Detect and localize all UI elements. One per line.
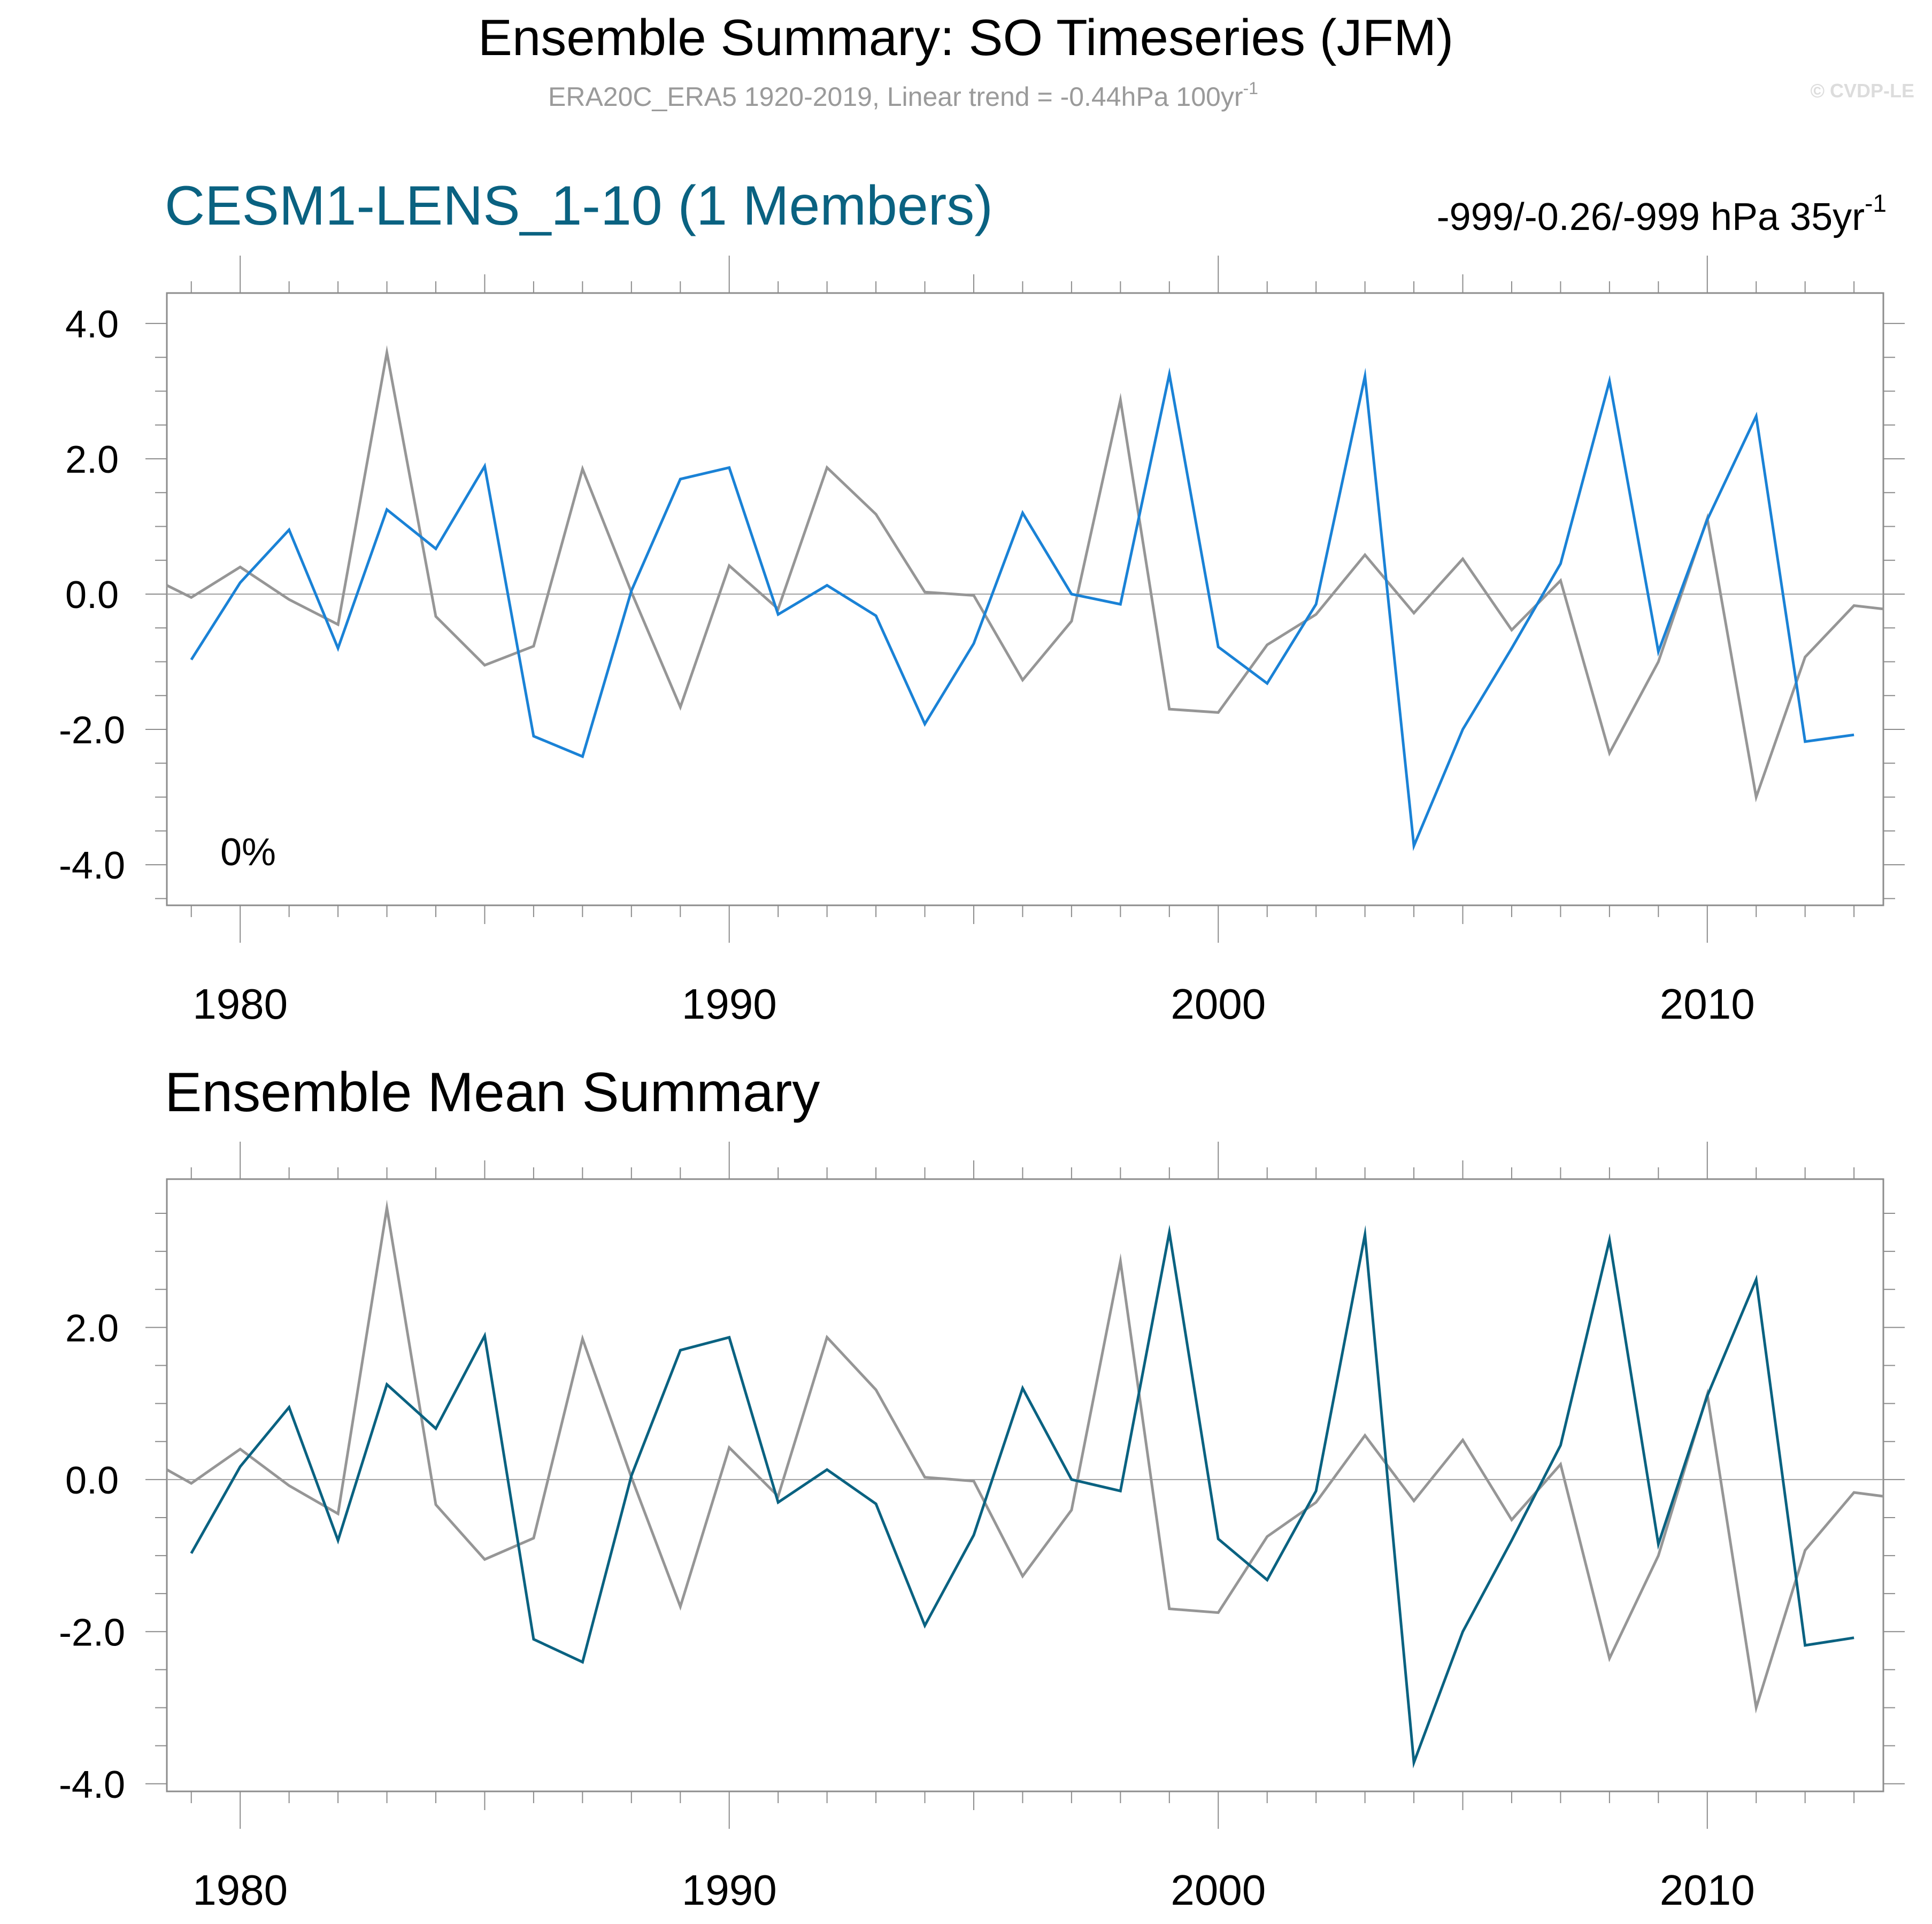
- series-line-member: [190, 367, 1854, 851]
- panel1-trend-sup: -1: [1865, 189, 1887, 217]
- x-tick-label: 2010: [1660, 1866, 1755, 1914]
- y-tick-label: -4.0: [59, 844, 125, 887]
- x-tick-label: 1990: [682, 1866, 777, 1914]
- y-tick-label: 2.0: [65, 438, 119, 481]
- x-tick-label: 2010: [1660, 980, 1755, 1028]
- y-tick-label: 2.0: [65, 1307, 119, 1350]
- x-tick-label: 2000: [1171, 1866, 1266, 1914]
- y-tick-label: -4.0: [59, 1764, 125, 1806]
- x-tick-label: 1980: [193, 1866, 288, 1914]
- figure-title: Ensemble Summary: SO Timeseries (JFM): [478, 9, 1453, 66]
- subtitle-sup: -1: [1243, 79, 1258, 98]
- subtitle-text: ERA20C_ERA5 1920-2019, Linear trend = -0…: [548, 82, 1243, 112]
- x-tick-label: 1990: [682, 980, 777, 1028]
- panel1-trend-text: -999/-0.26/-999 hPa 35yr: [1437, 196, 1865, 238]
- y-tick-label: 0.0: [65, 1459, 119, 1502]
- plot-frame: [166, 1178, 1884, 1792]
- panel1-title: CESM1-LENS_1-10 (1 Members): [165, 175, 993, 237]
- panel1-trend: -999/-0.26/-999 hPa 35yr-1: [1437, 189, 1887, 238]
- x-tick-label: 1980: [193, 980, 288, 1028]
- y-tick-label: 0.0: [65, 574, 119, 617]
- watermark: © CVDP-LE: [1810, 80, 1914, 102]
- panel2-chart: -4.0 -2.0 0.0 2.0 1980 1990 2000 2010: [59, 1142, 1905, 1914]
- plot-frame: [166, 292, 1884, 906]
- series-line-observed: [166, 345, 1884, 803]
- panel1-percent-label: 0%: [220, 831, 276, 874]
- y-tick-label: -2.0: [59, 1611, 125, 1654]
- panel2-title: Ensemble Mean Summary: [165, 1061, 820, 1123]
- y-tick-label: 4.0: [65, 303, 119, 346]
- series-line-ensemble_mean: [190, 1225, 1854, 1769]
- y-tick-label: -2.0: [59, 709, 125, 752]
- series-line-observed: [166, 1199, 1884, 1714]
- x-tick-label: 2000: [1171, 980, 1266, 1028]
- figure-subtitle: ERA20C_ERA5 1920-2019, Linear trend = -0…: [548, 79, 1258, 112]
- panel1-chart: -4.0 -2.0 0.0 2.0 4.0 1980 1990 2000 2010: [59, 256, 1905, 1028]
